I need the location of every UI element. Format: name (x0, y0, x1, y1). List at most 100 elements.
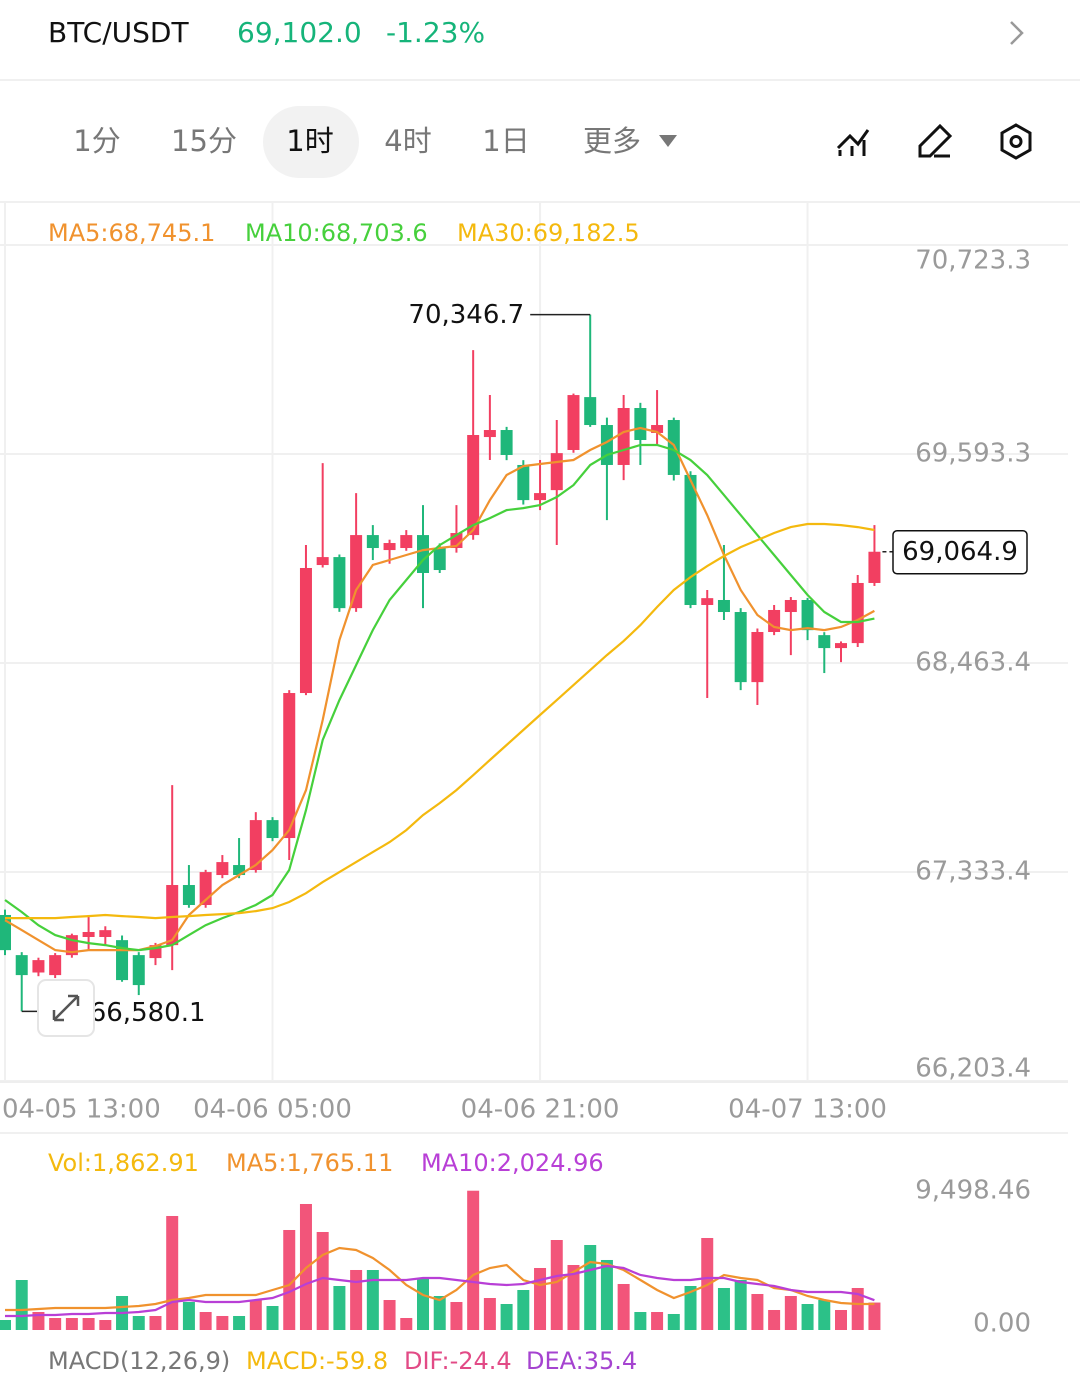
candle-body (868, 551, 881, 583)
volume-bar (417, 1278, 429, 1330)
volume-bar (366, 1269, 379, 1330)
plot-area: 70,723.3 69,593.3 68,463.4 67,333.4 66,203.4… (0, 203, 1068, 1339)
volume-bar (751, 1293, 764, 1330)
volume-bar (534, 1267, 547, 1330)
candle-body (717, 599, 730, 613)
volume-bar (500, 1304, 513, 1330)
volume-bar (350, 1269, 363, 1330)
volume-bar (199, 1312, 212, 1330)
expand-icon[interactable] (52, 994, 80, 1022)
volume-legend: Vol:1,862.91 (48, 1149, 199, 1177)
volume-bar (567, 1265, 580, 1330)
x-tick-label: 04-06 21:00 (461, 1095, 620, 1125)
candle-body (82, 931, 95, 937)
y-tick-label: 67,333.4 (915, 856, 1031, 886)
volume-bar (784, 1295, 797, 1330)
volume-bar (149, 1315, 162, 1330)
chevron[interactable] (1010, 21, 1024, 45)
ma-line (5, 1246, 875, 1312)
ma-line (4, 443, 875, 952)
tab[interactable]: 1分 (73, 124, 120, 158)
candle-body (467, 435, 480, 536)
volume-bar (550, 1240, 563, 1330)
candle-body (835, 643, 847, 649)
tab[interactable]: 1日 (482, 124, 529, 158)
tab[interactable]: 4时 (384, 124, 431, 158)
volume-bar (651, 1312, 664, 1330)
volume-bar (49, 1318, 62, 1330)
volume-bar (684, 1286, 697, 1330)
candle-body (751, 631, 764, 683)
candle-body (584, 397, 597, 426)
ma-line (4, 426, 875, 954)
pair: BTC/USDT (48, 16, 189, 49)
candle-body (15, 955, 28, 976)
settings-icon[interactable] (1000, 123, 1032, 160)
candle-body (534, 493, 547, 501)
dropdown-arrow[interactable] (659, 135, 677, 147)
volume-bar (32, 1312, 45, 1330)
tab[interactable]: 15分 (171, 124, 237, 158)
candle-body (32, 960, 45, 973)
candle-body (49, 955, 62, 976)
ma-line (5, 1264, 875, 1318)
max-label: 70,346.7 (408, 300, 524, 330)
candle-body (651, 425, 664, 433)
last-price: 69,102.0 (237, 16, 362, 49)
legend-entry: MA5:1,765.11 (226, 1149, 393, 1177)
candle-body (784, 599, 797, 613)
candle-body (433, 548, 446, 571)
ma-line (5, 522, 875, 920)
candle-body (116, 940, 129, 981)
candle-body (550, 453, 563, 491)
last-box (892, 529, 1028, 575)
candle-body (216, 862, 229, 876)
tab[interactable]: 更多 (583, 124, 641, 158)
candle-body (333, 557, 346, 609)
volume-bar (450, 1301, 463, 1330)
x-tick-label: 04-05 13:00 (2, 1095, 161, 1125)
candle-body (734, 612, 747, 683)
candle-body (166, 885, 179, 946)
y-tick-label: 69,593.3 (915, 439, 1031, 469)
candle-body (0, 914, 11, 951)
candle-body (634, 408, 647, 441)
candle-body (99, 930, 112, 937)
y-tick-label: 0.00 (973, 1309, 1031, 1339)
volume-bar (333, 1286, 346, 1330)
candle-body (701, 598, 714, 605)
volume-bar (233, 1315, 246, 1330)
macd-legend: MACD:-59.8 (246, 1347, 388, 1375)
volume-bar (182, 1301, 195, 1330)
volume-bar (717, 1287, 730, 1330)
tab[interactable]: 1时 (286, 124, 333, 158)
macd-legend: DEA:35.4 (526, 1347, 637, 1375)
y-tick-label: 68,463.4 (915, 647, 1031, 677)
volume-bar (15, 1280, 28, 1330)
candle-body (617, 408, 630, 465)
candle-body (283, 693, 296, 839)
divider (0, 79, 1080, 81)
indicator-icon[interactable] (836, 129, 870, 156)
legend-entry: MA10:68,703.6 (245, 219, 428, 247)
candle-body (266, 820, 279, 839)
divider (0, 201, 1080, 203)
x-tick-label: 04-07 13:00 (728, 1095, 887, 1125)
macd-legend: MACD(12,26,9) (48, 1347, 230, 1375)
candle-body (383, 543, 396, 551)
candle-body (249, 820, 262, 871)
candle-body (132, 955, 145, 986)
volume-bar (517, 1289, 530, 1330)
candle-body (851, 582, 864, 644)
volume-bar (249, 1300, 262, 1330)
volume-bar (65, 1318, 78, 1330)
candle-body (684, 474, 697, 605)
candle-body (299, 567, 312, 694)
change: -1.23% (386, 16, 485, 49)
volume-bar (584, 1244, 597, 1330)
volume-bar (467, 1190, 480, 1330)
candle-body (400, 535, 413, 549)
draw-icon[interactable] (918, 123, 953, 158)
volume-bar (801, 1304, 814, 1330)
candle-body (517, 464, 530, 501)
